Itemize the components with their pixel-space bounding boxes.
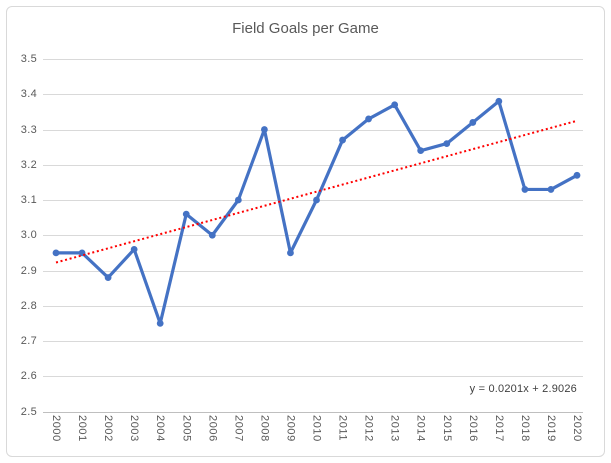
x-tick-label: 2015 [440,415,453,442]
x-tick-label: 2005 [180,415,193,442]
x-tick-label: 2008 [258,415,271,442]
x-tick-label: 2019 [544,415,557,442]
y-tick-label: 2.7 [20,335,37,347]
y-tick-label: 2.9 [20,264,37,277]
data-point-marker [495,97,503,105]
data-point-marker [104,274,112,281]
y-tick-label: 3.3 [20,123,37,136]
trendline [55,119,578,264]
y-tick-label: 3.5 [20,53,37,65]
y-tick-label: 3.0 [20,229,37,242]
x-tick-label: 2004 [154,415,167,442]
data-point-marker [313,196,320,204]
x-tick-label: 2018 [518,415,531,442]
x-tick-label: 2000 [50,415,62,442]
x-tick-label: 2014 [414,415,427,442]
y-tick-label: 3.2 [20,158,37,171]
x-tick-label: 2007 [232,415,245,442]
chart-container: Field Goals per Game 3.5 3.4 3.3 3.2 3.1 3.0 2… [6,6,605,457]
data-point-marker [182,210,190,218]
y-tick-label: 2.6 [20,370,37,383]
data-point-marker [130,245,138,253]
x-tick-label: 2020 [571,415,583,442]
plot-area [43,59,583,413]
data-point-marker [208,231,216,239]
trendline-equation-label: y = 0.0201x + 2.9026 [469,383,577,395]
x-tick-label: 2001 [76,415,89,442]
data-line [54,99,579,325]
x-tick-label: 2002 [102,415,115,442]
x-tick-label: 2016 [466,415,479,442]
x-tick-label: 2003 [128,415,141,442]
x-tick-label: 2017 [492,415,505,442]
data-point-marker [339,136,346,144]
x-tick-label: 2009 [284,415,297,442]
data-point-marker [156,319,164,327]
chart-title: Field Goals per Game [232,20,379,37]
data-point-marker [469,119,477,126]
data-point-marker [417,147,425,155]
data-point-marker [573,171,581,179]
y-tick-label: 3.1 [20,194,37,206]
data-point-marker [443,140,451,147]
data-point-marker [234,196,242,204]
data-point-marker [261,126,268,133]
y-tick-label: 2.5 [20,405,37,418]
y-tick-label: 3.4 [20,88,37,101]
data-point-marker [521,186,529,193]
data-point-marker [391,101,399,109]
data-point-marker [547,186,555,193]
y-tick-label: 2.8 [20,299,37,312]
data-point-marker [287,249,294,257]
x-tick-label: 2013 [388,415,401,442]
data-point-marker [52,249,60,257]
data-point-marker [365,115,372,123]
x-tick-label: 2012 [362,415,375,442]
x-tick-label: 2006 [206,415,219,442]
x-tick-label: 2011 [336,415,349,442]
x-tick-label: 2010 [310,415,323,442]
